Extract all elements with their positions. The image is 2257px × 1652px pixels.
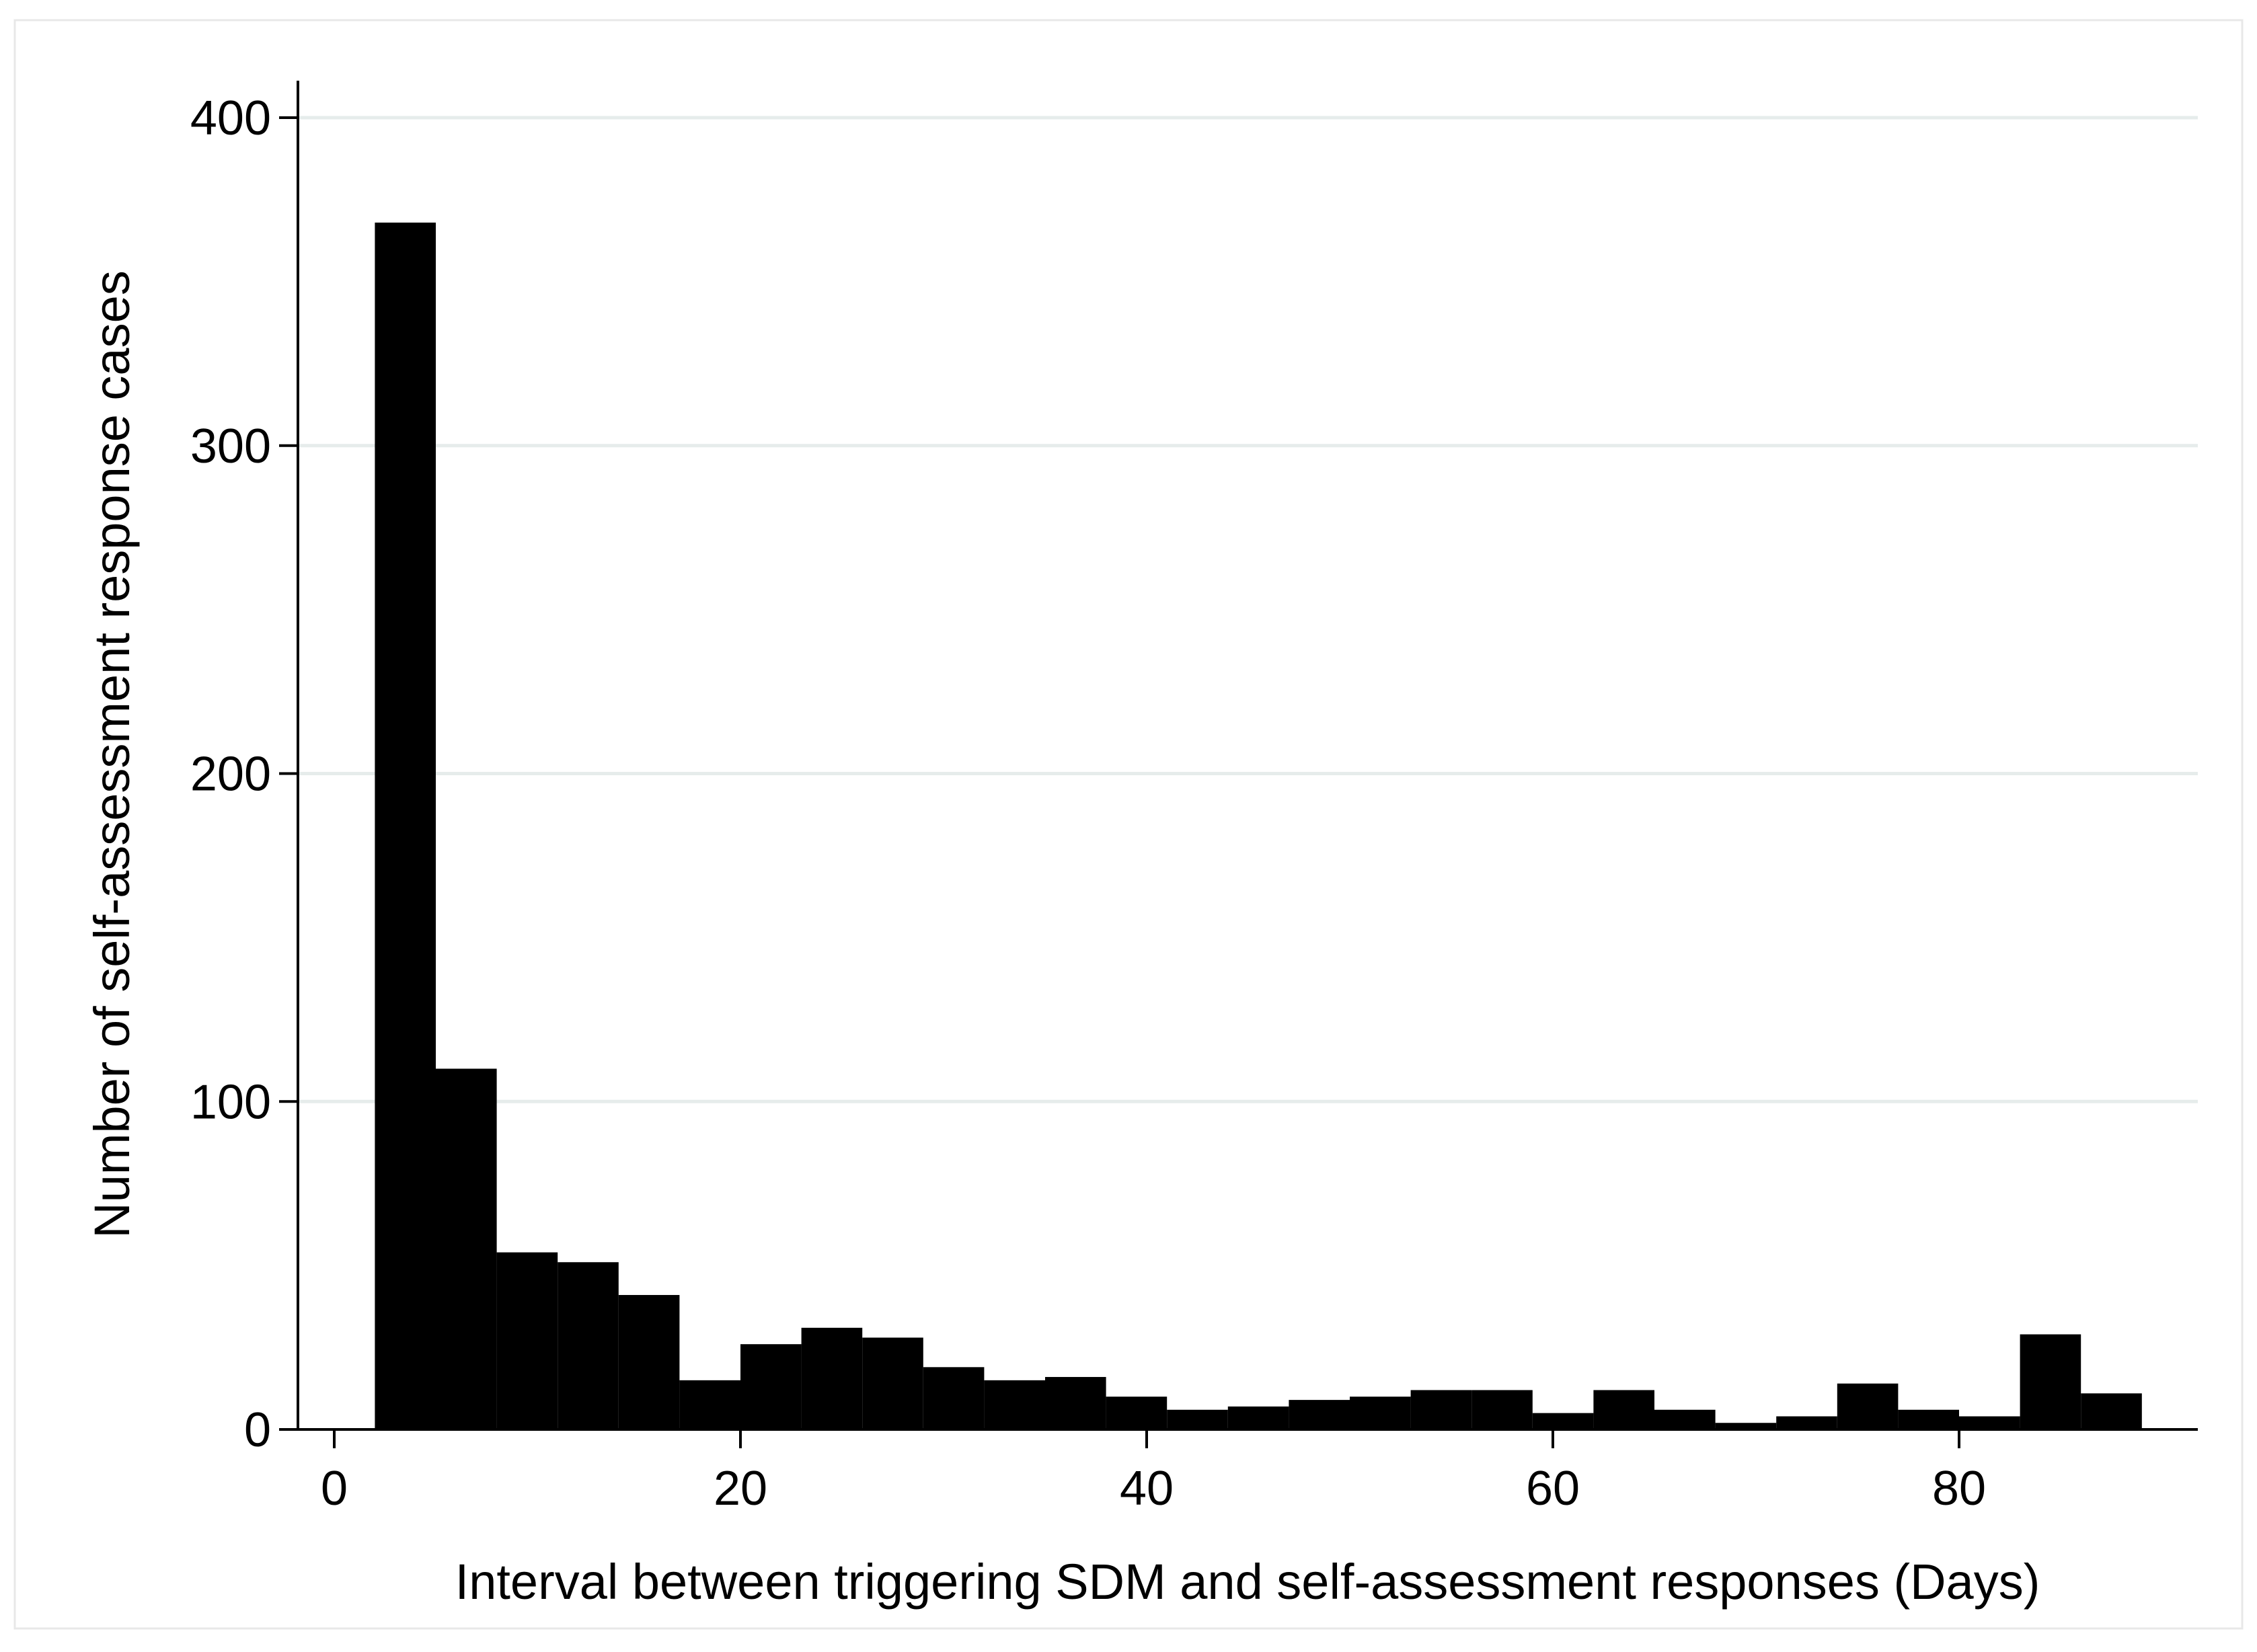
- y-tick-label: 0: [244, 1403, 271, 1457]
- histogram-bar: [1167, 1409, 1228, 1429]
- histogram-bar: [496, 1252, 558, 1429]
- outer-frame: [13, 19, 2244, 1630]
- axes: [297, 81, 2198, 1431]
- x-tick-label: 40: [1120, 1462, 1174, 1516]
- y-ticks: 0 100 200 300 400: [190, 91, 298, 1457]
- histogram-bar: [2081, 1393, 2142, 1429]
- histogram-bar: [1227, 1406, 1289, 1429]
- y-tick-label: 100: [190, 1075, 271, 1129]
- y-axis-label: Number of self-assessment response cases: [84, 270, 140, 1238]
- histogram-bar: [923, 1367, 985, 1429]
- histogram-bar: [801, 1327, 863, 1429]
- histogram-bar: [740, 1344, 802, 1429]
- histogram-bar: [1593, 1390, 1654, 1429]
- histogram-bar: [1350, 1397, 1411, 1429]
- histogram-bar: [1471, 1390, 1533, 1429]
- histogram-bar: [1410, 1390, 1472, 1429]
- y-tick-label: 300: [190, 420, 271, 473]
- histogram-bar: [1532, 1413, 1594, 1429]
- x-tick-label: 20: [714, 1462, 767, 1516]
- bars: [375, 223, 2142, 1430]
- x-ticks: 0 20 40 60 80: [321, 1429, 1986, 1516]
- histogram-bar: [1715, 1423, 1777, 1429]
- y-tick-label: 400: [190, 91, 271, 145]
- histogram-bar: [618, 1295, 680, 1429]
- histogram-bar: [1045, 1376, 1106, 1429]
- histogram-bar: [1898, 1409, 1959, 1429]
- x-tick-label: 80: [1932, 1462, 1986, 1516]
- histogram-bar: [2020, 1334, 2081, 1429]
- histogram-bar: [1776, 1416, 1837, 1429]
- histogram-bar: [1837, 1383, 1899, 1429]
- y-tick-label: 200: [190, 748, 271, 801]
- histogram-bar: [436, 1068, 497, 1429]
- histogram-bar: [558, 1262, 619, 1429]
- histogram-bar: [375, 223, 436, 1430]
- histogram-bar: [1654, 1409, 1716, 1429]
- x-tick-label: 60: [1526, 1462, 1580, 1516]
- histogram-bar: [1289, 1400, 1350, 1429]
- histogram-bar: [1106, 1397, 1168, 1429]
- histogram-bar: [984, 1380, 1045, 1429]
- histogram-bar: [862, 1337, 923, 1429]
- grid-lines: [298, 116, 2198, 1103]
- x-tick-label: 0: [321, 1462, 348, 1516]
- histogram-bar: [679, 1380, 740, 1429]
- histogram-bar: [1959, 1416, 2020, 1429]
- x-axis-label: Interval between triggering SDM and self…: [455, 1554, 2040, 1610]
